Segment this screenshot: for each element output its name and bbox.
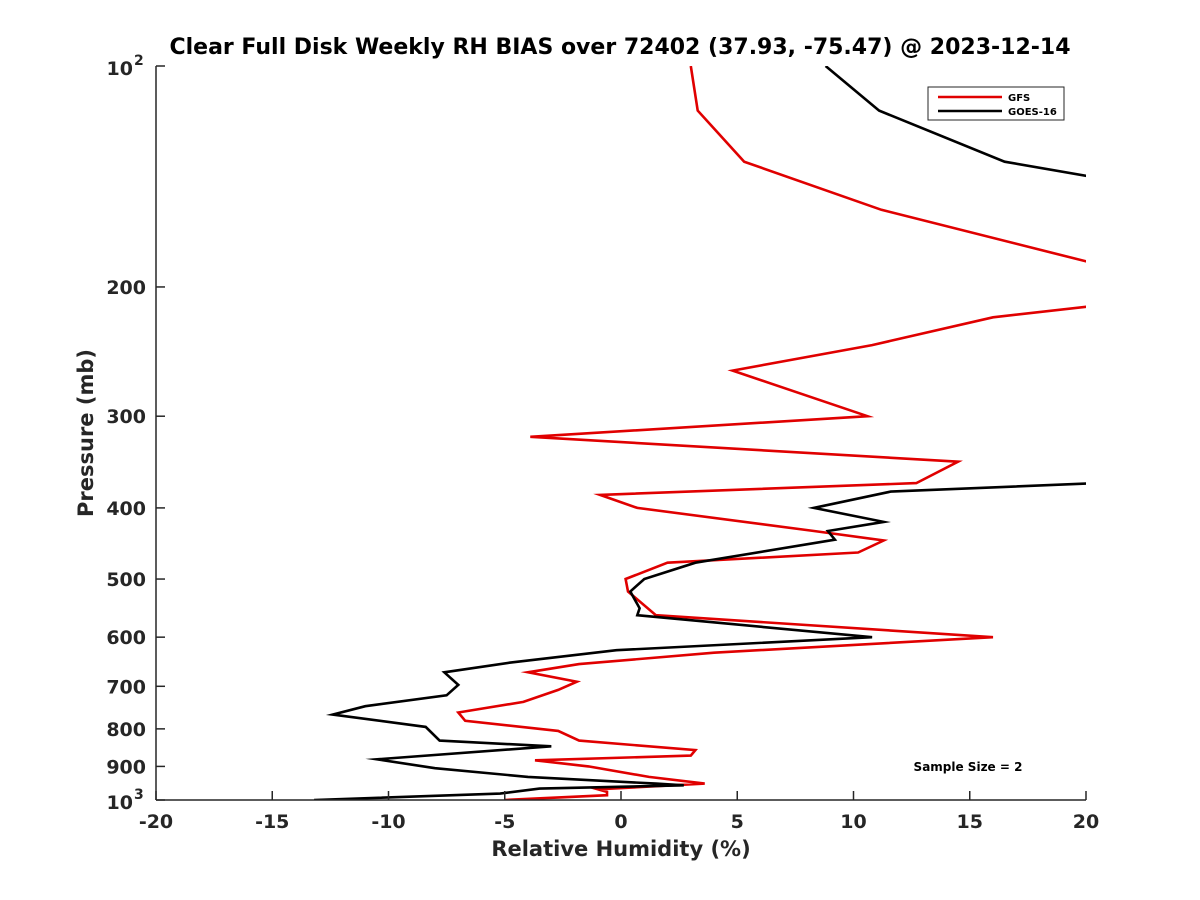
y-tick-label: 10 2 <box>107 53 144 80</box>
y-tick-label: 600 <box>106 627 146 649</box>
legend: GFS GOES-16 <box>927 86 1065 121</box>
x-axis-label: Relative Humidity (%) <box>491 837 750 861</box>
y-tick-exponent: 2 <box>134 53 144 69</box>
series-line-goes-16 <box>314 66 1086 800</box>
sample-size-annotation: Sample Size = 2 <box>914 760 1023 774</box>
y-tick-label: 10 3 <box>107 787 144 814</box>
y-tick-base: 10 <box>107 58 133 80</box>
legend-label: GFS <box>1008 93 1030 104</box>
y-tick-base: 10 <box>107 792 133 814</box>
y-tick-label: 800 <box>106 719 146 741</box>
x-tick-label: 5 <box>731 811 744 833</box>
y-tick-exponent: 3 <box>134 787 144 803</box>
x-tick-label: 0 <box>614 811 627 833</box>
chart-title: Clear Full Disk Weekly RH BIAS over 7240… <box>169 35 1070 60</box>
y-tick-label: 200 <box>106 277 146 299</box>
legend-box <box>927 86 1065 121</box>
legend-label: GOES-16 <box>1008 107 1057 118</box>
y-tick-label: 900 <box>106 756 146 778</box>
x-tick-label: 15 <box>957 811 983 833</box>
y-tick-label: 300 <box>106 406 146 428</box>
axes-frame <box>155 66 1086 801</box>
x-tick-label: 10 <box>840 811 866 833</box>
x-tick-label: 20 <box>1073 811 1099 833</box>
x-tick-label: -15 <box>255 811 289 833</box>
x-tick-label: -20 <box>139 811 173 833</box>
series-line-gfs <box>455 66 1086 800</box>
x-tick-label: -10 <box>371 811 405 833</box>
plot-area <box>314 66 1086 800</box>
x-tick-label: -5 <box>494 811 515 833</box>
x-axis-ticks: -20 -15 -10 -5 0 5 10 15 20 <box>139 791 1099 833</box>
y-tick-label: 500 <box>106 569 146 591</box>
y-tick-label: 700 <box>106 676 146 698</box>
y-axis-label: Pressure (mb) <box>74 349 98 517</box>
y-tick-label: 400 <box>106 498 146 520</box>
